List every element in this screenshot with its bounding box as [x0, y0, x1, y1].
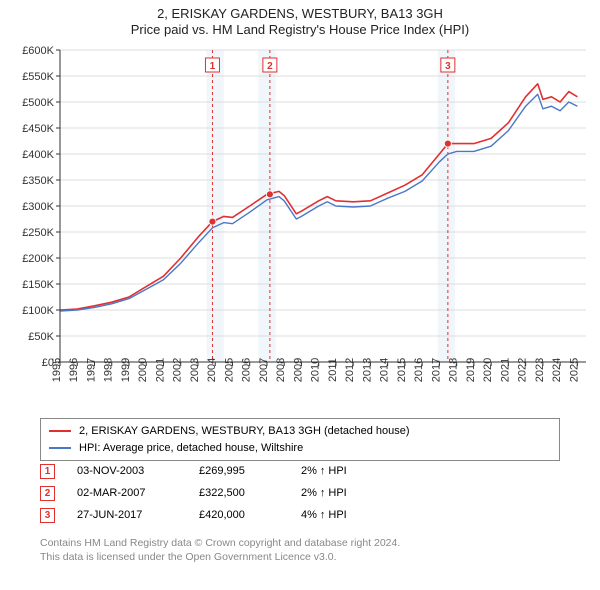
svg-text:2013: 2013	[361, 358, 373, 382]
arrow-up-icon: ↑	[320, 487, 326, 499]
marker-row: 1 03-NOV-2003 £269,995 2%↑HPI	[40, 460, 560, 482]
marker-row: 2 02-MAR-2007 £322,500 2%↑HPI	[40, 482, 560, 504]
svg-text:2006: 2006	[241, 358, 253, 382]
chart-area: £0£50K£100K£150K£200K£250K£300K£350K£400…	[8, 44, 592, 414]
svg-text:2011: 2011	[327, 358, 339, 382]
svg-text:2002: 2002	[172, 358, 184, 382]
svg-text:1997: 1997	[85, 358, 97, 382]
svg-text:£450K: £450K	[22, 123, 54, 135]
svg-text:2014: 2014	[379, 358, 391, 382]
svg-text:2022: 2022	[517, 358, 529, 382]
svg-text:£200K: £200K	[22, 253, 54, 265]
copyright-line1: Contains HM Land Registry data © Crown c…	[40, 536, 400, 550]
marker-badge: 3	[40, 508, 55, 523]
svg-text:2004: 2004	[206, 358, 218, 382]
marker-date: 02-MAR-2007	[77, 487, 177, 499]
legend-swatch	[49, 447, 71, 449]
svg-text:2001: 2001	[154, 358, 166, 382]
svg-text:2023: 2023	[534, 358, 546, 382]
svg-text:£400K: £400K	[22, 149, 54, 161]
chart-svg: £0£50K£100K£150K£200K£250K£300K£350K£400…	[8, 44, 592, 414]
svg-text:£50K: £50K	[28, 331, 54, 343]
svg-text:2003: 2003	[189, 358, 201, 382]
svg-text:2017: 2017	[430, 358, 442, 382]
svg-text:£350K: £350K	[22, 175, 54, 187]
marker-price: £420,000	[199, 509, 279, 521]
svg-text:2019: 2019	[465, 358, 477, 382]
marker-diff: 2%↑HPI	[301, 487, 391, 499]
marker-date: 27-JUN-2017	[77, 509, 177, 521]
svg-text:£550K: £550K	[22, 71, 54, 83]
svg-text:2016: 2016	[413, 358, 425, 382]
svg-text:2021: 2021	[499, 358, 511, 382]
marker-price: £269,995	[199, 465, 279, 477]
legend-label: 2, ERISKAY GARDENS, WESTBURY, BA13 3GH (…	[79, 423, 410, 440]
marker-diff: 2%↑HPI	[301, 465, 391, 477]
marker-diff: 4%↑HPI	[301, 509, 391, 521]
svg-text:2005: 2005	[223, 358, 235, 382]
svg-text:1: 1	[210, 61, 216, 72]
svg-text:1996: 1996	[68, 358, 80, 382]
legend-swatch	[49, 430, 71, 432]
marker-date: 03-NOV-2003	[77, 465, 177, 477]
marker-row: 3 27-JUN-2017 £420,000 4%↑HPI	[40, 504, 560, 526]
title-block: 2, ERISKAY GARDENS, WESTBURY, BA13 3GH P…	[0, 0, 600, 37]
svg-text:2012: 2012	[344, 358, 356, 382]
svg-text:£150K: £150K	[22, 279, 54, 291]
svg-text:2025: 2025	[568, 358, 580, 382]
svg-text:1995: 1995	[51, 358, 63, 382]
svg-text:2024: 2024	[551, 358, 563, 382]
svg-text:£100K: £100K	[22, 305, 54, 317]
marker-badge: 1	[40, 464, 55, 479]
svg-text:£500K: £500K	[22, 97, 54, 109]
svg-text:3: 3	[445, 61, 451, 72]
svg-text:2020: 2020	[482, 358, 494, 382]
svg-text:2000: 2000	[137, 358, 149, 382]
title-line1: 2, ERISKAY GARDENS, WESTBURY, BA13 3GH	[0, 6, 600, 21]
legend-label: HPI: Average price, detached house, Wilt…	[79, 440, 303, 457]
markers-block: 1 03-NOV-2003 £269,995 2%↑HPI 2 02-MAR-2007 £3…	[40, 460, 560, 526]
svg-text:2009: 2009	[292, 358, 304, 382]
arrow-up-icon: ↑	[320, 465, 326, 477]
legend: 2, ERISKAY GARDENS, WESTBURY, BA13 3GH (…	[40, 418, 560, 461]
legend-item: HPI: Average price, detached house, Wilt…	[49, 440, 551, 457]
chart-container: 2, ERISKAY GARDENS, WESTBURY, BA13 3GH P…	[0, 0, 600, 590]
legend-item: 2, ERISKAY GARDENS, WESTBURY, BA13 3GH (…	[49, 423, 551, 440]
svg-text:2007: 2007	[258, 358, 270, 382]
copyright: Contains HM Land Registry data © Crown c…	[40, 536, 400, 564]
arrow-up-icon: ↑	[320, 509, 326, 521]
svg-text:£600K: £600K	[22, 45, 54, 57]
marker-badge: 2	[40, 486, 55, 501]
svg-text:2: 2	[267, 61, 273, 72]
svg-text:2008: 2008	[275, 358, 287, 382]
svg-text:£300K: £300K	[22, 201, 54, 213]
title-line2: Price paid vs. HM Land Registry's House …	[0, 22, 600, 37]
marker-price: £322,500	[199, 487, 279, 499]
svg-text:1998: 1998	[103, 358, 115, 382]
copyright-line2: This data is licensed under the Open Gov…	[40, 550, 400, 564]
svg-text:2015: 2015	[396, 358, 408, 382]
svg-text:1999: 1999	[120, 358, 132, 382]
svg-text:2018: 2018	[448, 358, 460, 382]
svg-text:2010: 2010	[310, 358, 322, 382]
svg-text:£250K: £250K	[22, 227, 54, 239]
